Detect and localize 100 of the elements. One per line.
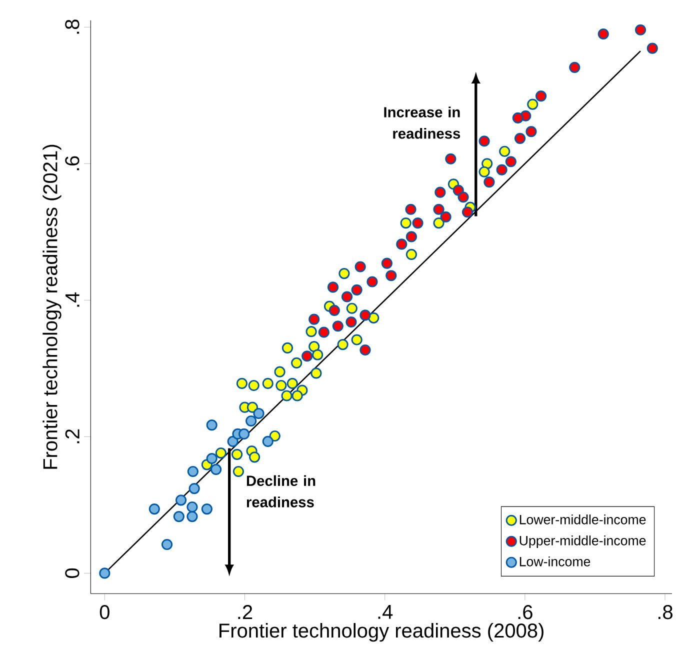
point xyxy=(433,204,444,215)
x-tick-label: 0 xyxy=(100,605,110,620)
point xyxy=(535,90,547,102)
point xyxy=(354,261,366,272)
point xyxy=(253,408,264,420)
y-tick-label: .4 xyxy=(66,292,80,307)
point xyxy=(445,153,456,164)
point xyxy=(434,186,446,198)
point xyxy=(360,310,371,321)
point xyxy=(227,436,238,447)
point xyxy=(351,334,362,346)
x-axis-title: Frontier technology readiness (2008) xyxy=(220,623,544,642)
point xyxy=(396,238,408,250)
point xyxy=(186,511,198,522)
y-tick-label: 0 xyxy=(65,568,80,578)
point xyxy=(249,452,260,463)
point xyxy=(292,390,303,402)
point xyxy=(281,390,292,402)
point xyxy=(512,112,524,124)
point xyxy=(478,136,490,147)
point xyxy=(262,378,274,389)
point xyxy=(351,284,362,296)
point xyxy=(276,380,287,392)
point xyxy=(215,448,226,459)
point xyxy=(175,494,187,506)
point xyxy=(433,218,444,229)
point xyxy=(186,501,198,513)
point xyxy=(206,420,218,431)
point xyxy=(188,483,200,494)
point xyxy=(337,339,348,350)
point xyxy=(346,316,357,328)
point xyxy=(328,304,340,316)
annotation: Increase in readiness xyxy=(384,106,460,139)
legend-label: Lower-middle-income xyxy=(520,514,646,524)
point xyxy=(360,344,371,356)
y-axis-title: Frontier technology readiness (2021) xyxy=(42,144,62,469)
point xyxy=(232,448,243,460)
point xyxy=(308,341,320,352)
point xyxy=(634,24,646,36)
point xyxy=(236,378,248,389)
x-tick-label: .6 xyxy=(518,605,532,620)
point xyxy=(201,504,212,515)
point xyxy=(148,504,160,515)
point xyxy=(187,466,198,478)
point xyxy=(400,218,412,229)
point xyxy=(274,366,286,378)
point xyxy=(482,158,493,170)
point xyxy=(346,302,358,314)
point xyxy=(462,206,474,218)
legend-label: Low-income xyxy=(520,556,590,566)
point xyxy=(381,258,392,269)
y-tick-label: .8 xyxy=(65,20,80,34)
point xyxy=(232,466,244,478)
point xyxy=(246,415,257,427)
point xyxy=(286,378,298,389)
x-tick-label: .4 xyxy=(378,605,393,619)
point xyxy=(440,211,452,222)
point xyxy=(341,291,353,302)
point xyxy=(238,428,250,440)
point xyxy=(248,380,260,392)
point xyxy=(405,204,416,215)
point xyxy=(569,62,580,73)
point xyxy=(406,248,417,260)
x-tick-label: .8 xyxy=(658,605,672,620)
point xyxy=(412,218,424,229)
x-tick-label: .2 xyxy=(238,605,252,620)
point xyxy=(526,126,537,138)
point xyxy=(327,282,339,293)
point xyxy=(318,326,330,338)
point xyxy=(338,268,350,280)
point xyxy=(312,349,324,360)
point xyxy=(302,350,313,362)
annotation: Decline in readiness xyxy=(246,475,316,508)
point xyxy=(282,342,294,354)
point xyxy=(458,192,469,203)
point xyxy=(505,156,516,168)
point xyxy=(514,132,526,144)
point xyxy=(366,276,378,288)
point xyxy=(496,164,508,176)
point xyxy=(499,146,510,157)
point xyxy=(210,464,222,475)
point xyxy=(478,166,490,178)
point xyxy=(598,28,609,40)
point xyxy=(206,452,218,464)
point xyxy=(262,436,274,447)
point xyxy=(269,430,280,442)
y-tick-label: .2 xyxy=(65,429,80,444)
y-tick-label: .6 xyxy=(65,156,80,170)
point xyxy=(161,538,173,550)
point xyxy=(99,568,110,579)
point xyxy=(306,326,317,338)
point xyxy=(527,98,538,110)
point xyxy=(173,511,184,522)
point xyxy=(386,270,397,282)
point xyxy=(246,402,258,413)
point xyxy=(368,312,380,324)
legend-label: Upper-middle-income xyxy=(520,536,646,548)
point xyxy=(484,176,495,188)
point xyxy=(406,231,417,242)
point xyxy=(308,314,320,325)
